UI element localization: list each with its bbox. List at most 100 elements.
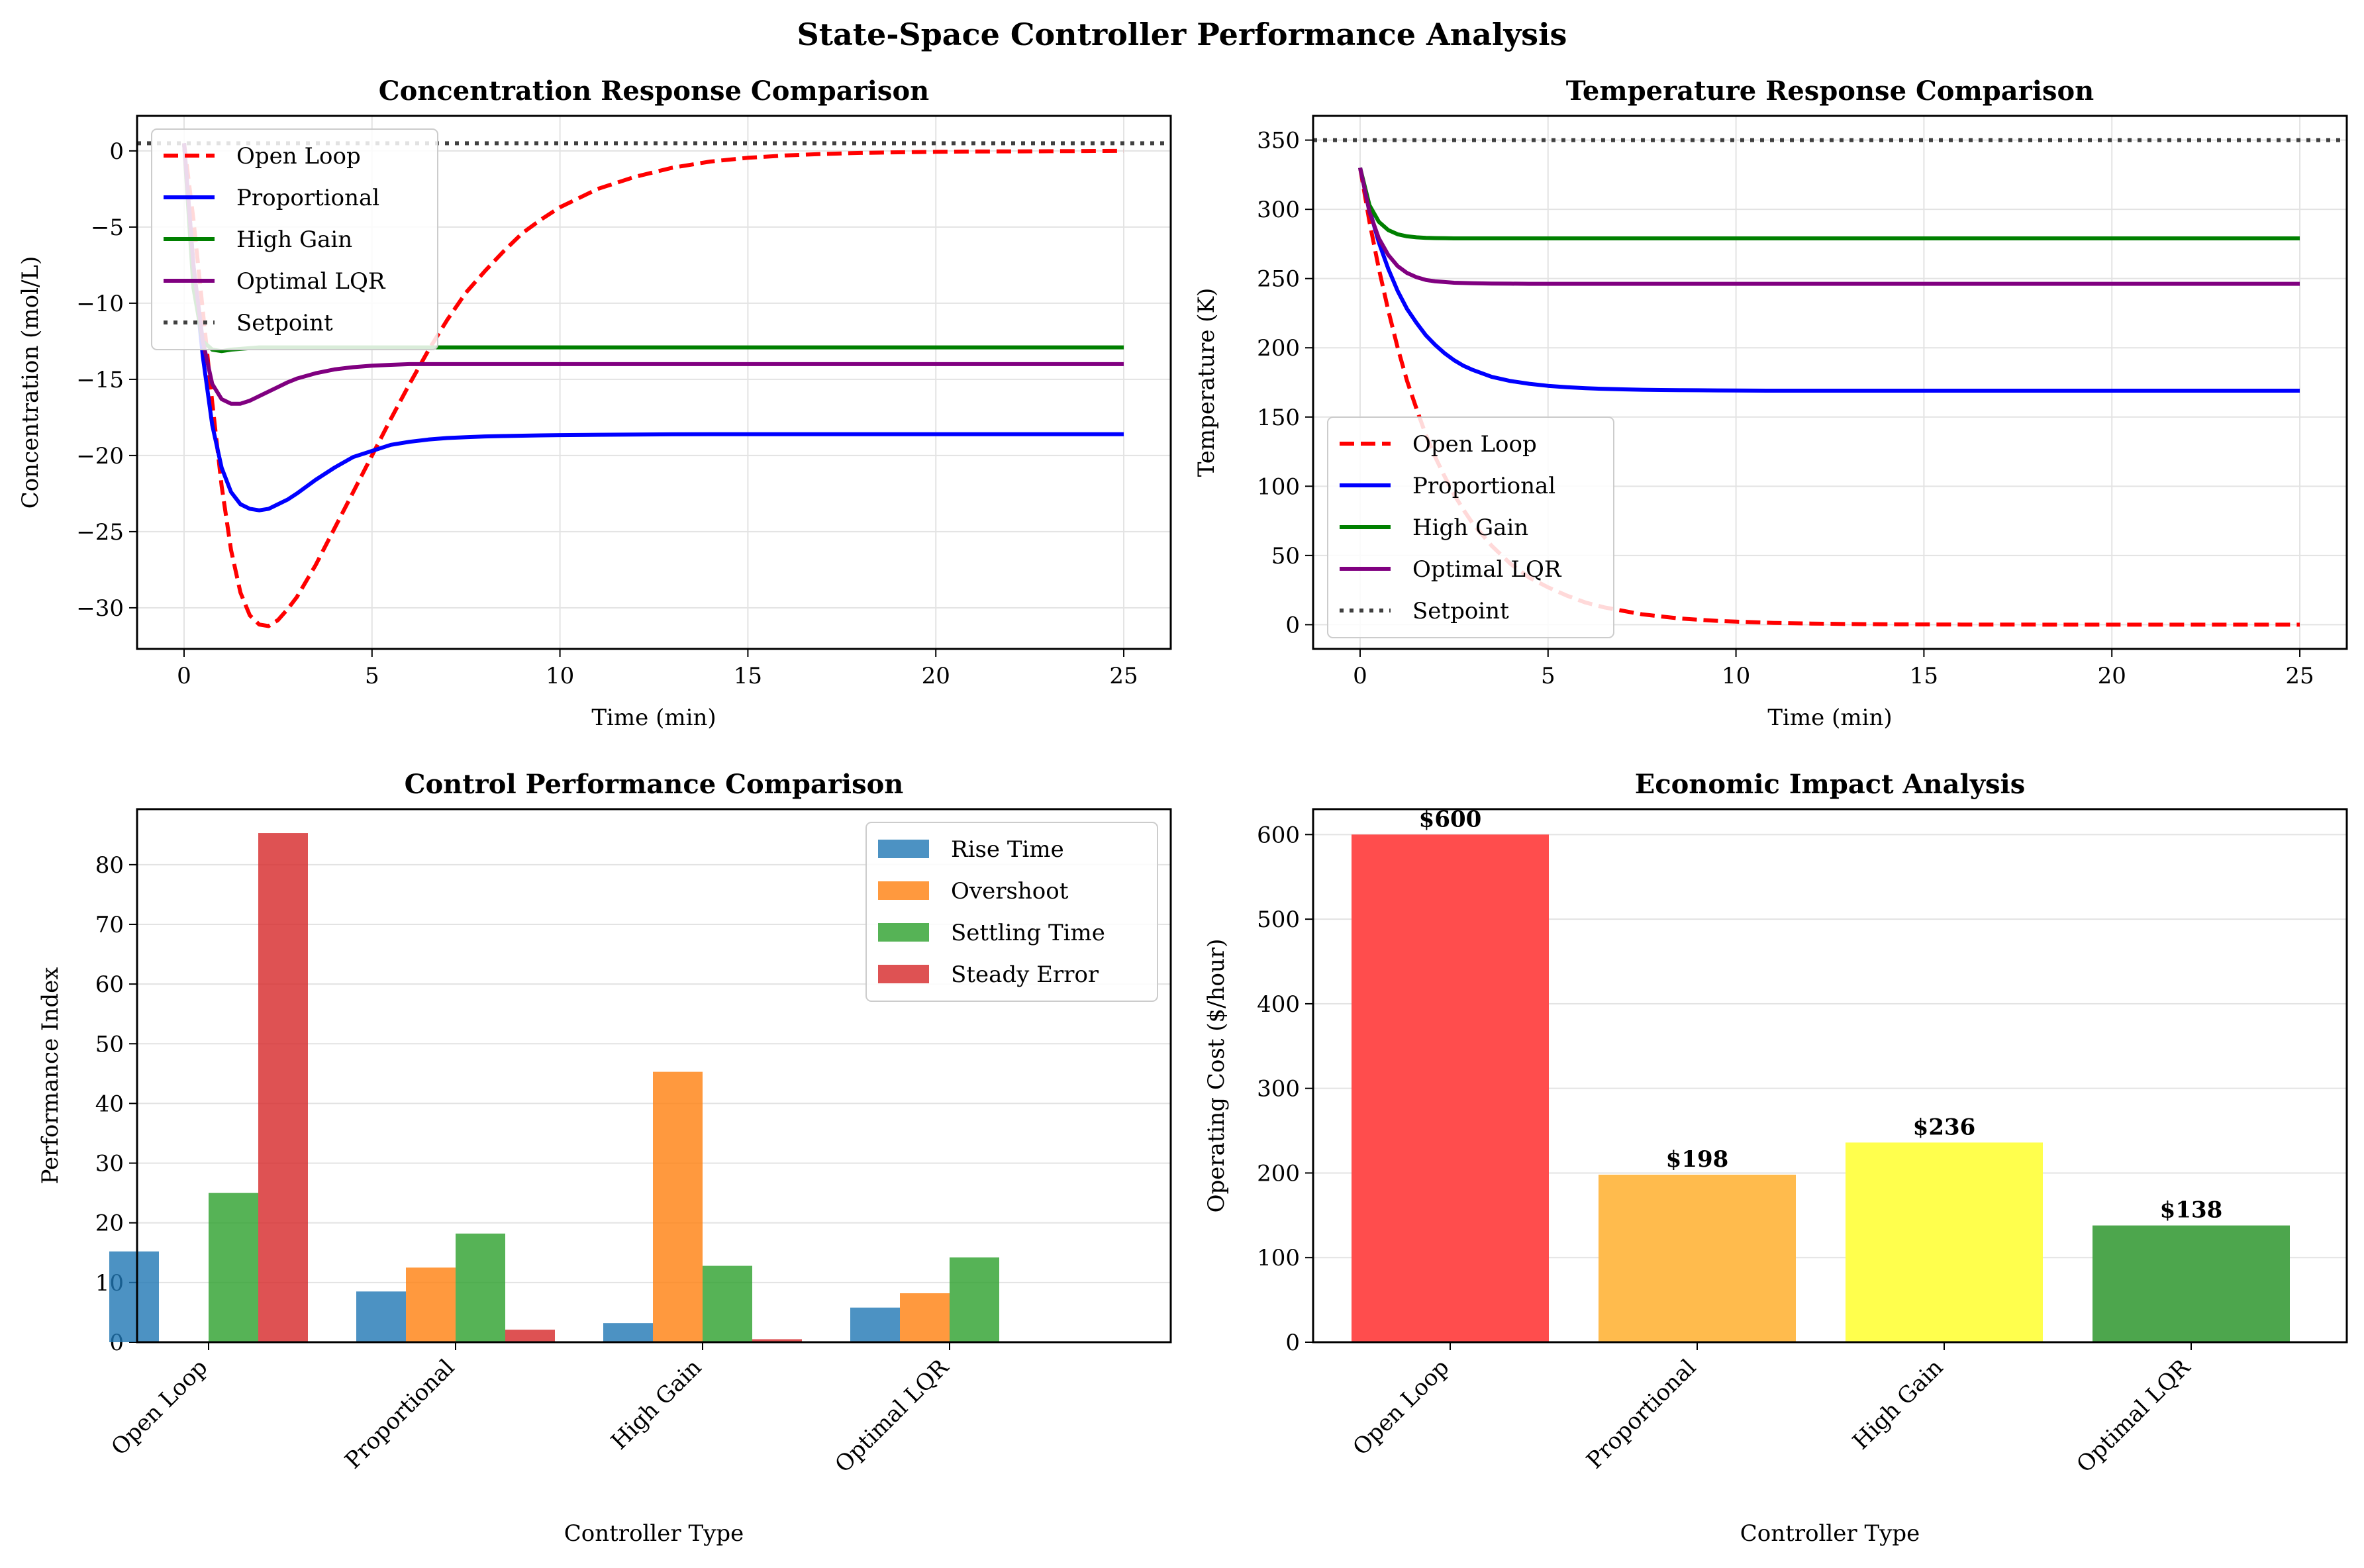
temperature-series-optimal-lqr — [1358, 167, 2300, 286]
performance-bar-rise-time — [109, 1251, 159, 1342]
figure-title: State-Space Controller Performance Analy… — [797, 17, 1567, 52]
temperature-ytick-label: 150 — [1257, 405, 1300, 431]
temperature-series-high-gain — [1358, 167, 2300, 240]
performance-xtick-label: Open Loop — [106, 1354, 213, 1461]
concentration-legend-label: Proportional — [236, 185, 379, 211]
concentration-series-optimal-lqr — [182, 143, 1124, 406]
temperature-xlabel: Time (min) — [1767, 705, 1892, 731]
economic-xtick-label: Open Loop — [1348, 1354, 1454, 1461]
concentration-xtick-label: 20 — [922, 663, 950, 689]
performance-xtick-label: High Gain — [606, 1354, 707, 1455]
temperature-ytick-label: 50 — [1271, 543, 1300, 569]
economic-value-label: $198 — [1666, 1146, 1729, 1173]
temperature-series-proportional — [1358, 167, 2300, 393]
performance-frame — [136, 808, 1172, 1344]
economic-value-label: $138 — [2160, 1197, 2223, 1224]
concentration-ytick-label: −10 — [76, 291, 124, 317]
performance-bar-rise-time — [603, 1323, 653, 1342]
concentration-series-proportional — [182, 143, 1124, 513]
temperature-ytick-label: 100 — [1257, 473, 1300, 500]
temperature-ytick-label: 200 — [1257, 335, 1300, 362]
economic-xtick-label: Proportional — [1581, 1354, 1701, 1474]
performance-ytick-label: 40 — [95, 1091, 124, 1117]
economic-ylabel: Operating Cost ($/hour) — [1203, 939, 1230, 1213]
performance-bar-overshoot — [900, 1293, 950, 1342]
concentration-legend-label: Optimal LQR — [236, 268, 386, 295]
concentration-xtick-label: 10 — [546, 663, 574, 689]
concentration-legend-label: High Gain — [236, 226, 352, 253]
concentration-ytick-label: −5 — [91, 215, 124, 241]
performance-bar-steady-error — [752, 1339, 802, 1342]
concentration-legend — [151, 128, 438, 350]
concentration-legend-label: Open Loop — [236, 143, 361, 170]
economic-xlabel: Controller Type — [1740, 1520, 1920, 1547]
concentration-series-open-loop — [182, 143, 1124, 628]
performance-legend-label: Settling Time — [951, 920, 1105, 946]
performance-bar-steady-error — [505, 1330, 555, 1342]
economic-bar — [2093, 1225, 2290, 1342]
performance-bar-settling-time — [209, 1193, 258, 1342]
economic-bar — [1846, 1142, 2043, 1342]
performance-ytick-label: 20 — [95, 1210, 124, 1237]
temperature-legend — [1327, 416, 1614, 638]
concentration-title: Concentration Response Comparison — [379, 75, 929, 107]
performance-chart: 01020304050607080Open LoopProportionalHi… — [37, 769, 1172, 1547]
temperature-xtick-label: 10 — [1722, 663, 1750, 689]
performance-bar-overshoot — [653, 1071, 703, 1342]
concentration-legend-label: Setpoint — [236, 310, 333, 336]
performance-title: Control Performance Comparison — [405, 769, 904, 800]
economic-ytick-label: 400 — [1257, 991, 1300, 1018]
temperature-xtick-label: 25 — [2285, 663, 2314, 689]
temperature-ytick-label: 300 — [1257, 197, 1300, 223]
performance-legend-label: Overshoot — [951, 878, 1069, 905]
economic-bar — [1352, 834, 1549, 1342]
concentration-ytick-label: −30 — [76, 595, 124, 622]
performance-xlabel: Controller Type — [564, 1520, 744, 1547]
performance-legend-label: Steady Error — [951, 961, 1099, 988]
performance-ytick-label: 80 — [95, 852, 124, 879]
concentration-xtick-label: 25 — [1109, 663, 1138, 689]
economic-ytick-label: 200 — [1257, 1160, 1300, 1187]
temperature-legend-label: Open Loop — [1412, 431, 1537, 458]
performance-ytick-label: 60 — [95, 971, 124, 998]
temperature-ytick-label: 250 — [1257, 266, 1300, 293]
concentration-ytick-label: −20 — [76, 443, 124, 469]
economic-xtick-label: Optimal LQR — [2071, 1353, 2196, 1478]
performance-legend-swatch — [878, 965, 929, 983]
performance-ytick-label: 30 — [95, 1151, 124, 1177]
performance-bar-settling-time — [703, 1265, 752, 1342]
economic-ytick-label: 300 — [1257, 1076, 1300, 1102]
economic-value-label: $600 — [1419, 806, 1482, 832]
performance-bar-steady-error — [258, 833, 308, 1342]
performance-xtick-label: Optimal LQR — [830, 1353, 954, 1478]
performance-legend-swatch — [878, 840, 929, 858]
concentration-frame — [136, 115, 1172, 650]
economic-bar — [1599, 1175, 1796, 1342]
temperature-xtick-label: 5 — [1541, 663, 1555, 689]
economic-frame — [1312, 808, 2348, 1344]
concentration-xtick-label: 0 — [177, 663, 191, 689]
economic-ytick-label: 100 — [1257, 1245, 1300, 1271]
performance-xtick-label: Proportional — [340, 1354, 460, 1474]
temperature-title: Temperature Response Comparison — [1566, 75, 2094, 107]
concentration-xtick-label: 5 — [365, 663, 379, 689]
performance-bar-settling-time — [950, 1257, 999, 1342]
temperature-ylabel: Temperature (K) — [1193, 288, 1220, 477]
temperature-legend-label: High Gain — [1412, 514, 1528, 541]
economic-ytick-label: 600 — [1257, 822, 1300, 848]
concentration-ylabel: Concentration (mol/L) — [17, 256, 44, 509]
concentration-xtick-label: 15 — [734, 663, 762, 689]
concentration-chart: 0 5 10 15 20 25 0 −5 −10 −15 −20 −25 −30 Open Loop Pro… — [17, 75, 1172, 731]
performance-legend-swatch — [878, 881, 929, 900]
performance-ytick-label: 50 — [95, 1031, 124, 1057]
concentration-ytick-label: −25 — [76, 519, 124, 546]
temperature-xtick-label: 15 — [1910, 663, 1938, 689]
temperature-ytick-label: 0 — [1285, 612, 1300, 638]
concentration-ytick-label: 0 — [109, 138, 124, 165]
performance-ytick-label: 70 — [95, 912, 124, 938]
performance-legend-label: Rise Time — [951, 836, 1064, 863]
performance-bar-rise-time — [356, 1291, 406, 1342]
concentration-xlabel: Time (min) — [591, 705, 716, 731]
